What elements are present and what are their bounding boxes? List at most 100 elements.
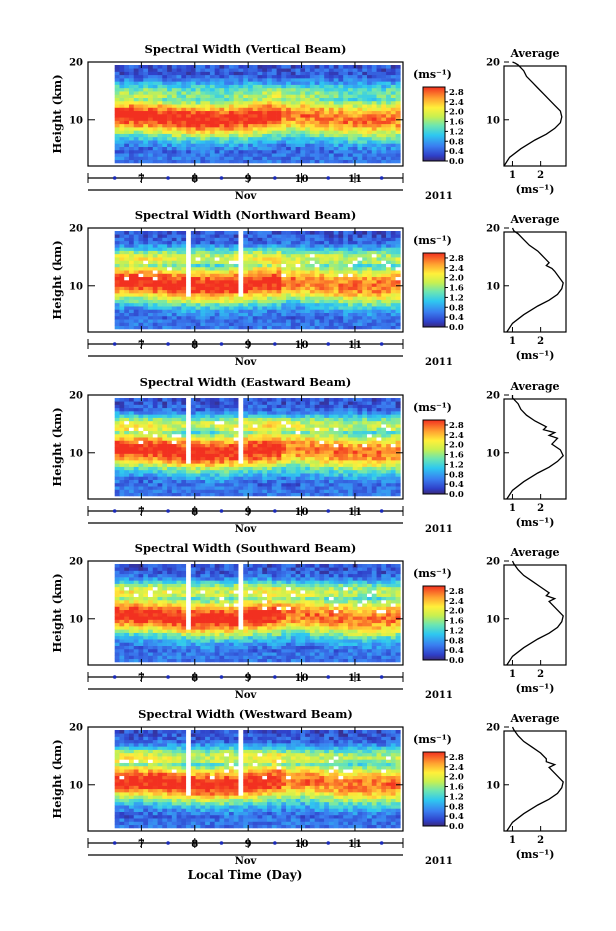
heatmap-cell: [319, 289, 325, 294]
heatmap-cell: [395, 319, 401, 323]
heatmap-cell: [200, 107, 206, 112]
heatmap-cell: [257, 234, 263, 238]
heatmap-cell: [124, 120, 130, 125]
heatmap-cell: [309, 71, 315, 76]
heatmap-cell: [181, 463, 187, 467]
heatmap-cell: [133, 114, 139, 118]
heatmap-cell: [190, 476, 196, 480]
heatmap-cell: [371, 319, 377, 323]
heatmap-cell: [219, 149, 225, 154]
heatmap-cell: [286, 427, 292, 431]
heatmap-cell: [128, 78, 135, 82]
heatmap-cell: [171, 299, 177, 304]
profile-y-tick-label: 20: [486, 224, 500, 235]
heatmap-cell: [286, 107, 292, 112]
heatmap-cell: [162, 71, 168, 76]
heatmap-cell: [290, 123, 296, 128]
heatmap-cell: [195, 404, 201, 409]
heatmap-cell: [295, 489, 301, 494]
heatmap-cell: [133, 159, 139, 164]
heatmap-cell: [190, 306, 196, 310]
heatmap-cell: [333, 81, 339, 85]
heatmap-cell: [276, 114, 282, 118]
heatmap-cell: [386, 240, 392, 245]
heatmap-cell: [233, 476, 239, 480]
heatmap-cell: [300, 309, 306, 313]
heatmap-cell: [243, 325, 249, 330]
heatmap-cell: [176, 473, 182, 477]
heatmap-cell: [243, 87, 249, 92]
heatmap-cell: [152, 424, 158, 428]
heatmap-cell: [214, 257, 220, 261]
heatmap-cell: [238, 401, 244, 405]
heatmap-cell: [371, 322, 377, 327]
heatmap-cell: [381, 302, 387, 307]
heatmap-cell: [390, 240, 396, 245]
heatmap-cell: [186, 315, 192, 320]
heatmap-cell: [376, 107, 382, 112]
heatmap-cell: [276, 289, 282, 294]
heatmap-cell: [186, 299, 192, 304]
heatmap-cell: [386, 146, 392, 151]
heatmap-cell: [267, 315, 273, 320]
heatmap-cell: [238, 492, 244, 497]
heatmap-cell: [300, 97, 306, 102]
heatmap-cell: [138, 91, 144, 95]
heatmap-cell: [143, 110, 149, 115]
heatmap-cell: [238, 473, 244, 477]
heatmap-cell: [190, 473, 196, 477]
heatmap-cell: [362, 293, 368, 297]
heatmap-cell: [119, 460, 125, 464]
heatmap-cell: [305, 140, 311, 144]
heatmap-cell: [347, 146, 354, 151]
heatmap-cell: [305, 440, 311, 445]
heatmap-cell: [252, 453, 258, 458]
heatmap-cell: [233, 140, 239, 144]
colorbar: [422, 86, 446, 162]
heatmap-cell: [138, 117, 144, 121]
heatmap-cell: [305, 156, 311, 161]
heatmap-cell: [247, 296, 254, 300]
heatmap-cell: [328, 315, 334, 320]
heatmap-cell: [309, 322, 315, 327]
heatmap-cell: [371, 100, 377, 105]
heatmap-cell: [152, 130, 158, 134]
heatmap-cell: [305, 149, 311, 154]
heatmap-cell: [286, 123, 292, 128]
heatmap-cell: [124, 104, 130, 108]
heatmap-cell: [195, 234, 201, 238]
heatmap-cell: [124, 71, 130, 76]
heatmap-cell: [181, 447, 187, 451]
heatmap-cell: [347, 302, 354, 307]
heatmap-cell: [362, 159, 368, 164]
heatmap-cell: [195, 149, 201, 154]
heatmap-cell: [281, 437, 287, 441]
heatmap-cell: [271, 110, 277, 115]
heatmap-cell: [352, 234, 358, 238]
heatmap-cell: [233, 107, 239, 112]
heatmap-cell: [309, 266, 315, 271]
heatmap-cell: [205, 260, 211, 264]
heatmap-cell: [181, 260, 187, 264]
heatmap-cell: [233, 153, 239, 157]
heatmap-cell: [167, 97, 173, 102]
heatmap-cell: [290, 143, 296, 147]
heatmap-cell: [138, 427, 144, 431]
heatmap-cell: [252, 244, 258, 248]
heatmap-cell: [276, 407, 282, 412]
heatmap-cell: [314, 319, 320, 323]
heatmap-cell: [133, 283, 139, 287]
heatmap-cell: [128, 143, 135, 147]
heatmap-cell: [262, 130, 268, 134]
heatmap-cell: [333, 146, 339, 151]
heatmap-cell: [171, 424, 177, 428]
heatmap-cell: [114, 84, 120, 89]
heatmap-cell: [228, 143, 235, 147]
heatmap-cell: [219, 234, 225, 238]
heatmap-cell: [190, 74, 196, 79]
heatmap-cell: [343, 257, 349, 261]
heatmap-cell: [214, 117, 220, 121]
heatmap-cell: [148, 146, 154, 151]
heatmap-cell: [247, 456, 254, 461]
heatmap-cell: [290, 234, 296, 238]
